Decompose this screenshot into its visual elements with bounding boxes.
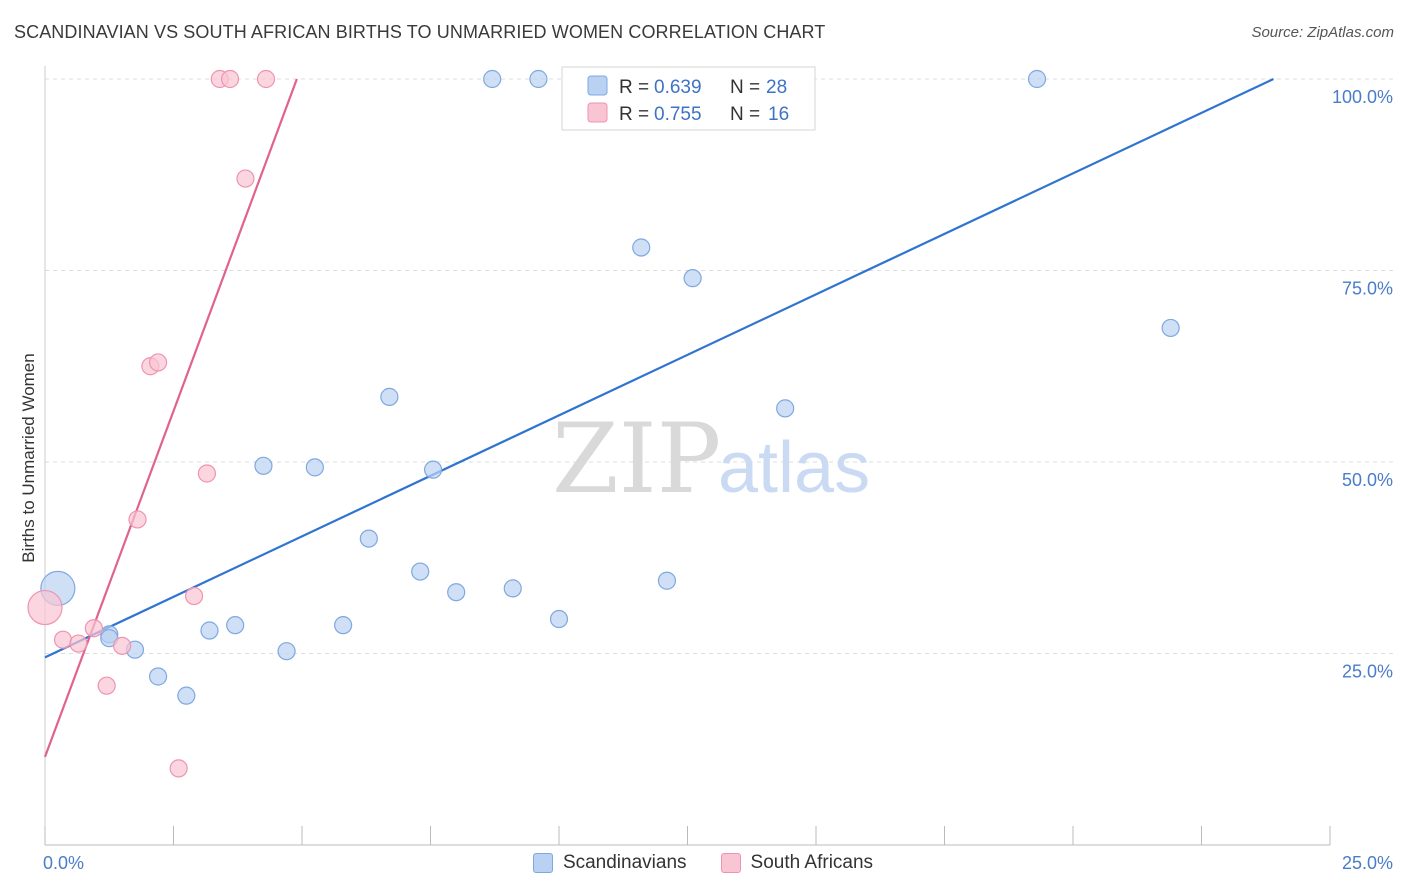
watermark-zip: ZIP: [552, 403, 721, 515]
point-scandinavian: [411, 562, 430, 581]
point-scandinavian: [1161, 318, 1180, 338]
point-scandinavian: [200, 621, 219, 640]
data-points: [27, 69, 1180, 778]
tick-labels: 25.0% 50.0% 75.0% 100.0% 0.0% 25.0%: [43, 87, 1393, 873]
legend-n-label: N =: [730, 77, 760, 98]
legend-label: Scandinavians: [562, 852, 687, 873]
point-south-african: [53, 630, 73, 649]
point-scandinavian: [148, 667, 168, 686]
series-legend: Scandinavians South Africans: [0, 852, 1406, 874]
y-tick-label: 25.0%: [1342, 662, 1393, 682]
grid-lines: [45, 78, 1393, 654]
x-tick-label: 25.0%: [1342, 853, 1393, 873]
x-tick-label: 0.0%: [43, 853, 84, 873]
point-south-african: [69, 634, 88, 653]
point-scandinavian: [776, 399, 795, 418]
y-axis-label: Births to Unmarried Women: [19, 353, 38, 562]
legend-n-label: N =: [730, 104, 760, 125]
watermark: ZIP atlas: [552, 403, 870, 515]
axes: [44, 66, 1331, 846]
chart-title: SCANDINAVIAN VS SOUTH AFRICAN BIRTHS TO …: [14, 22, 826, 42]
watermark-atlas: atlas: [718, 428, 870, 508]
legend-label: South Africans: [750, 852, 874, 873]
point-scandinavian: [254, 456, 273, 475]
point-scandinavian: [503, 579, 522, 598]
point-scandinavian: [657, 571, 677, 590]
point-scandinavian: [334, 616, 353, 635]
point-scandinavian: [423, 460, 443, 479]
point-scandinavian: [177, 686, 196, 705]
point-scandinavian: [380, 387, 399, 406]
y-tick-label: 75.0%: [1342, 279, 1393, 299]
point-south-african: [128, 510, 147, 529]
legend-swatch-south-africans: [587, 102, 608, 123]
point-scandinavian: [277, 642, 296, 661]
point-scandinavian: [447, 583, 466, 602]
point-scandinavian: [632, 238, 651, 257]
point-scandinavian: [529, 69, 548, 89]
point-south-african: [112, 636, 132, 655]
point-scandinavian: [226, 616, 245, 635]
point-south-african: [256, 69, 276, 89]
legend-item-scandinavians: Scandinavians: [532, 852, 687, 874]
stats-legend: R = 0.639 N = 28 R = 0.755 N = 16: [561, 66, 816, 131]
point-scandinavian: [305, 458, 324, 477]
point-south-african: [184, 586, 204, 606]
point-south-african: [220, 69, 240, 89]
point-scandinavian: [1027, 69, 1047, 89]
point-south-african: [97, 676, 116, 695]
y-tick-label: 50.0%: [1342, 470, 1393, 490]
legend-r-label: R =: [619, 77, 649, 98]
point-scandinavian: [549, 609, 569, 629]
point-south-african: [148, 353, 168, 372]
legend-swatch: [720, 853, 741, 873]
legend-n-value: 28: [766, 77, 787, 98]
legend-item-south-africans: South Africans: [720, 852, 874, 874]
point-scandinavian: [683, 269, 702, 288]
point-south-african: [236, 169, 255, 188]
trendline-south-african: [43, 78, 298, 758]
legend-r-label: R =: [619, 104, 649, 125]
point-south-african: [84, 619, 103, 638]
legend-r-value: 0.755: [654, 104, 702, 125]
point-south-african: [27, 589, 63, 626]
point-south-african: [169, 759, 188, 778]
source-label: Source: ZipAtlas.com: [1251, 24, 1394, 41]
point-south-african: [197, 464, 217, 483]
legend-swatch: [532, 853, 553, 873]
legend-swatch-scandinavians: [587, 75, 608, 96]
trendline-scandinavian: [44, 78, 1274, 659]
y-tick-label: 100.0%: [1332, 87, 1393, 107]
legend-r-value: 0.639: [654, 77, 702, 98]
legend-n-value: 16: [768, 104, 789, 125]
point-scandinavian: [359, 529, 378, 548]
point-scandinavian: [483, 69, 502, 89]
